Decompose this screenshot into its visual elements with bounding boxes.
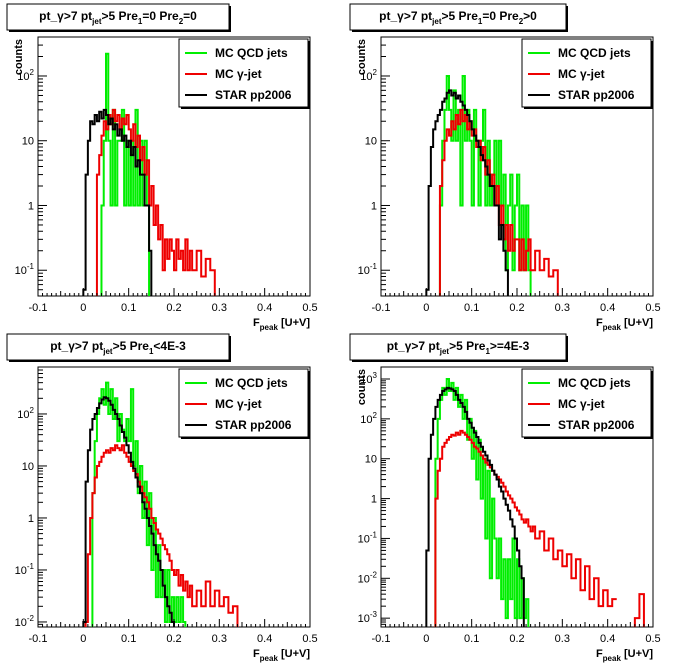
x-tick-label: 0	[80, 633, 86, 645]
x-tick-label: 0	[423, 633, 429, 645]
x-tick-label: -0.1	[372, 302, 391, 314]
x-tick-label: 0.3	[555, 633, 570, 645]
y-tick-label: 10-3​	[358, 610, 378, 625]
legend-entry-label: STAR pp2006	[558, 88, 635, 102]
x-tick-label: 0.1	[121, 633, 136, 645]
x-tick-label: 0.4	[257, 302, 272, 314]
x-axis-label: Fpeak​ [U+V]	[596, 317, 653, 332]
y-tick-label: 102​	[360, 68, 377, 83]
y-tick-label: 10-2​	[358, 570, 378, 585]
title-box	[6, 3, 230, 31]
y-tick-label: 10-2​	[15, 614, 35, 629]
x-tick-label: 0.2	[166, 302, 181, 314]
x-tick-label: 0	[423, 302, 429, 314]
legend-entry-label: MC QCD jets	[215, 46, 288, 60]
histogram-series-line	[434, 378, 530, 627]
x-tick-label: 0.3	[212, 302, 227, 314]
legend-entry-label: STAR pp2006	[215, 88, 292, 102]
legend-entry-label: STAR pp2006	[215, 418, 292, 432]
histogram-panel: -0.1 0 0.1 0.2 0.3 0.4 0.5 10-2​ 10-1​ 1 10 102​ Fpe…	[6, 333, 318, 663]
panel-title: pt_γ>7 ptjet​>5 Pre1​=0 Pre2​=0	[39, 9, 197, 26]
histogram-panel: -0.1 0 0.1 0.2 0.3 0.4 0.5 10-1​ 1 10 102​counts Fp…	[6, 3, 318, 332]
x-tick-label: -0.1	[29, 302, 48, 314]
x-axis-label: Fpeak​ [U+V]	[596, 648, 653, 663]
y-tick-label: 10	[365, 136, 377, 148]
x-tick-label: 0.3	[212, 633, 227, 645]
x-tick-label: 0.2	[166, 633, 181, 645]
y-axis-label: counts	[356, 369, 368, 405]
x-tick-label: 0.2	[509, 302, 524, 314]
y-tick-label: 103​	[360, 371, 377, 386]
histogram-series-line	[91, 381, 187, 627]
y-tick-label: 102​	[17, 406, 34, 421]
title-box	[349, 3, 567, 31]
histogram-series-line	[434, 429, 645, 627]
histogram-panel: -0.1 0 0.1 0.2 0.3 0.4 0.5 10-3​ 10-2​ 10-1​ 1 10 10…	[349, 333, 661, 663]
legend-entry-label: MC γ-jet	[215, 397, 262, 411]
y-tick-label: 10	[22, 461, 34, 473]
title-box	[349, 333, 567, 361]
y-tick-label: 1	[371, 200, 377, 212]
x-tick-label: 0.1	[121, 302, 136, 314]
legend-entry-label: MC QCD jets	[558, 46, 631, 60]
x-tick-label: 0.4	[257, 633, 272, 645]
x-tick-label: 0.5	[645, 302, 660, 314]
x-axis-label: Fpeak​ [U+V]	[253, 317, 310, 332]
x-tick-label: 0.2	[509, 633, 524, 645]
x-tick-label: 0.1	[464, 633, 479, 645]
x-tick-label: -0.1	[29, 633, 48, 645]
histogram-series-line	[82, 396, 175, 627]
histogram-series-line	[84, 444, 239, 627]
x-tick-label: 0	[80, 302, 86, 314]
x-tick-label: -0.1	[372, 633, 391, 645]
y-tick-label: 10-1​	[358, 530, 378, 545]
legend-entry-label: MC γ-jet	[558, 397, 605, 411]
panel-title: pt_γ>7 ptjet​>5 Pre1​>=4E-3	[387, 339, 530, 356]
y-axis-label: counts	[13, 39, 25, 75]
histogram-series-line	[100, 52, 151, 296]
x-tick-label: 0.5	[645, 633, 660, 645]
y-tick-label: 1	[371, 494, 377, 506]
y-tick-label: 102​	[360, 411, 377, 426]
legend-entry-label: STAR pp2006	[558, 418, 635, 432]
x-tick-label: 0.1	[464, 302, 479, 314]
y-tick-label: 10	[365, 454, 377, 466]
histogram-panel: -0.1 0 0.1 0.2 0.3 0.4 0.5 10-1​ 1 10 102​counts Fp…	[349, 3, 661, 332]
x-tick-label: 0.5	[302, 633, 317, 645]
x-tick-label: 0.3	[555, 302, 570, 314]
y-tick-label: 10-1​	[15, 262, 35, 277]
panel-title: pt_γ>7 ptjet​>5 Pre1​=0 Pre2​>0	[379, 9, 537, 26]
legend-entry-label: MC γ-jet	[215, 67, 262, 81]
panel-title: pt_γ>7 ptjet​>5 Pre1​<4E-3	[50, 339, 186, 356]
legend-entry-label: MC QCD jets	[558, 376, 631, 390]
histogram-series-line	[95, 108, 216, 296]
y-tick-label: 1	[28, 200, 34, 212]
y-tick-label: 10-1​	[358, 262, 378, 277]
title-box	[6, 333, 230, 361]
x-tick-label: 0.5	[302, 302, 317, 314]
legend-entry-label: MC QCD jets	[215, 376, 288, 390]
histogram-series-line	[425, 89, 509, 296]
x-axis-label: Fpeak​ [U+V]	[253, 648, 310, 663]
y-tick-label: 10-1​	[15, 562, 35, 577]
y-tick-label: 1	[28, 513, 34, 525]
y-axis-label: counts	[356, 39, 368, 75]
y-tick-label: 102​	[17, 68, 34, 83]
y-tick-label: 10	[22, 136, 34, 148]
legend-entry-label: MC γ-jet	[558, 67, 605, 81]
x-tick-label: 0.4	[600, 302, 615, 314]
histogram-series-line	[82, 108, 153, 296]
x-tick-label: 0.4	[600, 633, 615, 645]
histogram-series-line	[425, 386, 525, 627]
